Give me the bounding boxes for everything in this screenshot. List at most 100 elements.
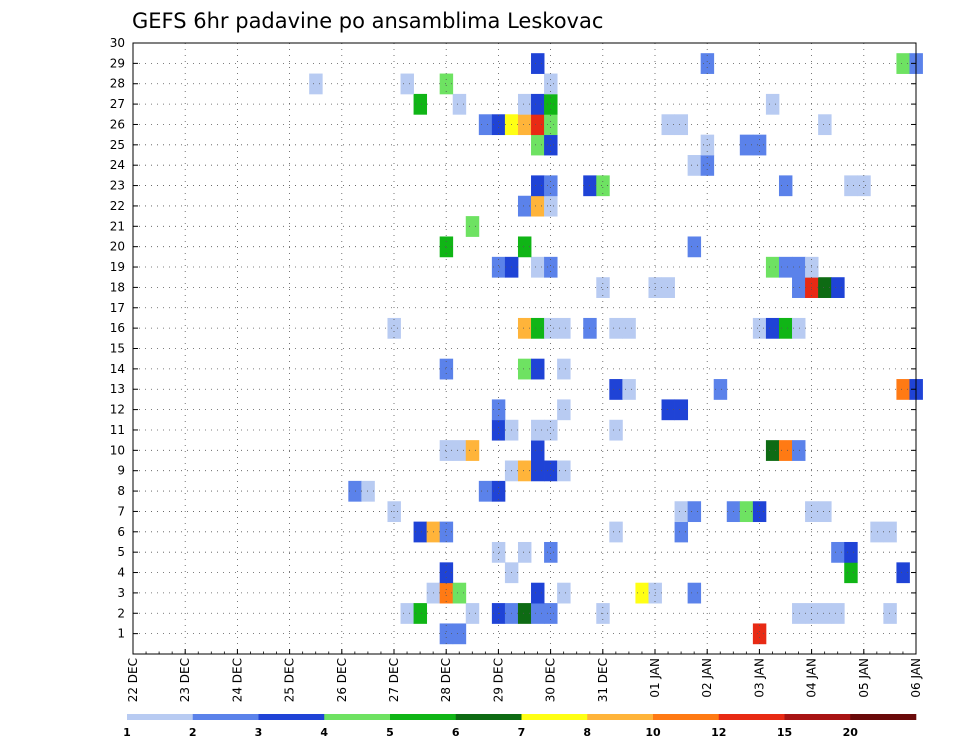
heat-cell bbox=[818, 277, 832, 298]
y-tick-label: 5 bbox=[117, 545, 125, 559]
heat-cell bbox=[531, 114, 545, 136]
heat-cell bbox=[687, 582, 702, 604]
heat-cell bbox=[400, 603, 414, 624]
heat-cell bbox=[739, 501, 754, 523]
heat-cell bbox=[439, 562, 454, 584]
heat-cell bbox=[752, 317, 767, 339]
heat-cell bbox=[491, 480, 506, 502]
x-tick-label: 01 JAN bbox=[648, 658, 662, 698]
x-tick-label: 04 JAN bbox=[805, 658, 819, 698]
heat-cell bbox=[687, 236, 702, 258]
heat-cell bbox=[413, 93, 428, 115]
heat-cell bbox=[792, 277, 806, 298]
heat-cell bbox=[544, 114, 558, 136]
heat-cell bbox=[531, 134, 545, 156]
heat-cell bbox=[531, 603, 545, 624]
x-tick-label: 02 JAN bbox=[700, 658, 714, 698]
heat-cell bbox=[465, 216, 480, 237]
legend-swatch bbox=[784, 714, 851, 720]
legend-label: 1 bbox=[123, 726, 131, 739]
heat-cell bbox=[596, 175, 610, 197]
x-tick-label: 03 JAN bbox=[752, 658, 766, 698]
legend-label: 2 bbox=[189, 726, 197, 739]
heat-cell bbox=[531, 460, 545, 482]
heat-cell bbox=[452, 623, 467, 645]
x-tick-labels: 22 DEC 23 DEC 24 DEC 25 DEC 26 DEC 27 DEC 28 D… bbox=[126, 658, 923, 702]
heat-cell bbox=[713, 379, 728, 400]
x-tick-label: 29 DEC bbox=[491, 658, 505, 702]
y-tick-label: 23 bbox=[110, 179, 125, 193]
heat-cell bbox=[896, 562, 910, 584]
heat-cell bbox=[531, 93, 545, 115]
legend-label: 12 bbox=[711, 726, 726, 739]
heat-cell bbox=[622, 379, 636, 400]
heat-cell bbox=[778, 440, 793, 461]
heat-cell bbox=[661, 399, 675, 421]
y-tick-label: 3 bbox=[117, 586, 125, 600]
heat-cell bbox=[517, 195, 532, 217]
heat-cell bbox=[635, 582, 649, 604]
heat-cell bbox=[544, 460, 558, 482]
y-tick-label: 8 bbox=[117, 484, 125, 498]
heat-cell bbox=[478, 480, 493, 502]
heat-cell bbox=[517, 358, 532, 380]
x-tick-label: 06 JAN bbox=[909, 658, 923, 698]
heat-cell bbox=[844, 175, 858, 197]
heat-cell bbox=[674, 521, 689, 543]
heat-cell bbox=[452, 582, 467, 604]
chart-title: GEFS 6hr padavine po ansamblima Leskovac bbox=[132, 9, 603, 33]
legend-label: 5 bbox=[386, 726, 394, 739]
heat-cell bbox=[609, 379, 623, 400]
heat-cell bbox=[544, 73, 558, 95]
heat-cell bbox=[361, 480, 375, 502]
heat-cell bbox=[452, 440, 467, 461]
heat-cell bbox=[531, 317, 545, 339]
heat-cell bbox=[517, 317, 532, 339]
heat-cell bbox=[752, 623, 767, 645]
heat-cell bbox=[557, 399, 571, 421]
legend-swatch bbox=[455, 714, 522, 720]
cells-layer bbox=[309, 53, 923, 645]
y-tick-label: 27 bbox=[110, 97, 125, 111]
y-tick-label: 16 bbox=[110, 321, 125, 335]
heat-cell bbox=[439, 236, 454, 258]
y-tick-label: 18 bbox=[110, 280, 125, 294]
heat-cell bbox=[465, 440, 480, 461]
heat-cell bbox=[544, 317, 558, 339]
heat-cell bbox=[557, 358, 571, 380]
heat-cell bbox=[739, 134, 754, 156]
y-tick-label: 15 bbox=[110, 342, 125, 356]
heat-cell bbox=[517, 236, 532, 258]
heat-cell bbox=[452, 93, 467, 115]
heat-cell bbox=[831, 603, 845, 624]
heat-cell bbox=[765, 256, 780, 278]
y-tick-label: 29 bbox=[110, 56, 125, 70]
heat-cell bbox=[531, 195, 545, 217]
heat-cell bbox=[844, 562, 858, 584]
x-tick-label: 30 DEC bbox=[544, 658, 558, 702]
heat-cell bbox=[687, 155, 702, 176]
heat-cell bbox=[478, 114, 493, 136]
x-tick-label: 31 DEC bbox=[596, 658, 610, 702]
heat-cell bbox=[400, 73, 414, 95]
y-tick-label: 2 bbox=[117, 606, 125, 620]
heat-cell bbox=[596, 277, 610, 298]
heat-cell bbox=[439, 582, 454, 604]
heat-cell bbox=[609, 317, 623, 339]
y-tick-label: 10 bbox=[110, 443, 125, 457]
legend-swatch bbox=[521, 714, 588, 720]
heat-cell bbox=[661, 114, 675, 136]
y-tick-label: 9 bbox=[117, 464, 125, 478]
heat-cell bbox=[896, 53, 910, 74]
heat-cell bbox=[831, 277, 845, 298]
y-tick-label: 19 bbox=[110, 260, 125, 274]
heat-cell bbox=[517, 541, 532, 563]
heat-cell bbox=[609, 521, 623, 543]
heat-cell bbox=[883, 603, 897, 624]
y-tick-label: 7 bbox=[117, 504, 125, 518]
heat-cell bbox=[531, 256, 545, 278]
heat-cell bbox=[792, 440, 806, 461]
x-tick-label: 24 DEC bbox=[230, 658, 244, 702]
heat-cell bbox=[765, 317, 780, 339]
heat-cell bbox=[622, 317, 636, 339]
